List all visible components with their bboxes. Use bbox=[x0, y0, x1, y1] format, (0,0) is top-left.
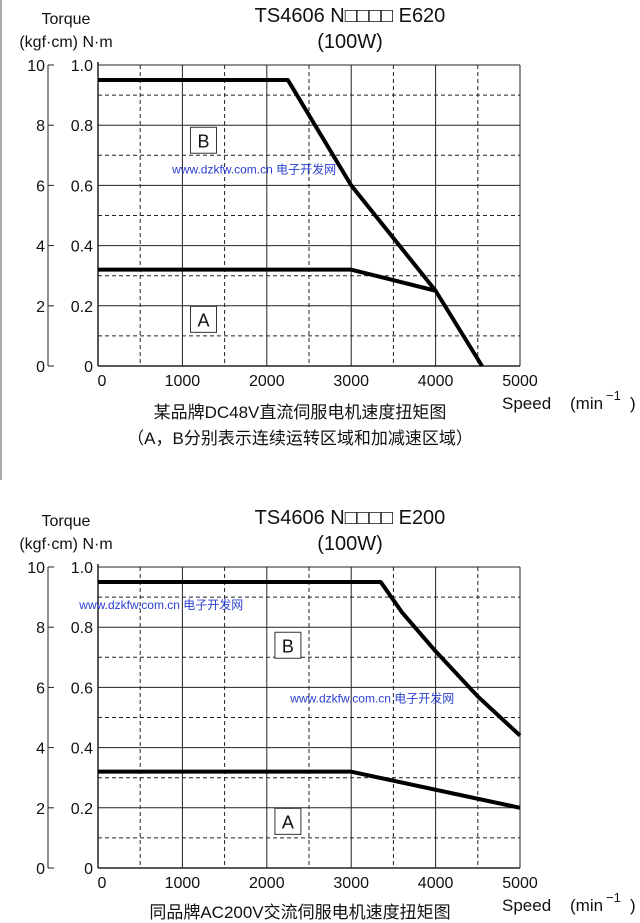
chart-title: TS4606 N□□□□ E620 bbox=[255, 5, 446, 27]
region-label-B: B bbox=[282, 636, 294, 656]
x-tick-label: 3000 bbox=[333, 875, 369, 892]
x-axis-units: (min bbox=[570, 394, 603, 413]
y-axis-label: Torque bbox=[42, 11, 91, 28]
x-tick-label: 4000 bbox=[418, 373, 454, 390]
y-tick-label: 0.6 bbox=[71, 680, 93, 697]
y2-tick-label: 0 bbox=[36, 359, 45, 376]
y2-tick-label: 6 bbox=[36, 680, 45, 697]
x-axis-units-close: ) bbox=[630, 394, 636, 413]
x-axis-label: Speed bbox=[502, 394, 551, 413]
region-label-A: A bbox=[282, 812, 294, 832]
y-tick-label: 0 bbox=[84, 359, 93, 376]
x-axis-units: (min bbox=[570, 896, 603, 915]
y2-tick-label: 2 bbox=[36, 801, 45, 818]
x-tick-label: 5000 bbox=[502, 373, 538, 390]
y2-tick-label: 4 bbox=[36, 239, 45, 256]
chart-caption: 某品牌DC48V直流伺服电机速度扭矩图 bbox=[154, 403, 447, 422]
region-label-box bbox=[274, 631, 302, 659]
x-tick-label: 2000 bbox=[249, 373, 285, 390]
series-line-B bbox=[98, 78, 484, 368]
y2-tick-label: 8 bbox=[36, 118, 45, 135]
x-tick-label: 3000 bbox=[333, 373, 369, 390]
chart-caption: （A，B分别表示连续运转区域和加减速区域） bbox=[127, 429, 473, 448]
x-tick-label: 5000 bbox=[502, 875, 538, 892]
region-label-A: A bbox=[197, 310, 209, 330]
region-label-B: B bbox=[197, 131, 209, 151]
chart-title: TS4606 N□□□□ E200 bbox=[255, 507, 446, 529]
x-axis-exponent: −1 bbox=[606, 890, 621, 905]
y2-tick-label: 6 bbox=[36, 178, 45, 195]
region-label-box bbox=[274, 807, 302, 835]
x-tick-label: 2000 bbox=[249, 875, 285, 892]
y2-tick-label: 10 bbox=[27, 560, 45, 577]
series-line-A bbox=[98, 267, 437, 293]
y-tick-label: 0.2 bbox=[71, 801, 93, 818]
x-tick-label: 1000 bbox=[165, 875, 201, 892]
y-tick-label: 0.8 bbox=[71, 118, 93, 135]
series-line-B bbox=[98, 580, 522, 738]
y-tick-label: 0.6 bbox=[71, 178, 93, 195]
x-tick-label: 4000 bbox=[418, 875, 454, 892]
region-label-box bbox=[190, 305, 217, 333]
x-axis-units-close: ) bbox=[630, 896, 636, 915]
y-tick-label: 0 bbox=[84, 861, 93, 878]
y-tick-label: 0.2 bbox=[71, 299, 93, 316]
x-axis-exponent: −1 bbox=[606, 388, 621, 403]
y2-tick-label: 0 bbox=[36, 861, 45, 878]
y2-tick-label: 2 bbox=[36, 299, 45, 316]
x-tick-label: 0 bbox=[98, 373, 107, 390]
watermark-text: www.dzkfw.com.cn 电子开发网 bbox=[171, 161, 336, 176]
y-axis-units: (kgf·cm) N·m bbox=[19, 34, 112, 51]
y-tick-label: 0.8 bbox=[71, 620, 93, 637]
x-axis-label: Speed bbox=[502, 896, 551, 915]
watermark-text: www.dzkfw.com.cn 电子开发网 bbox=[289, 690, 454, 705]
y-axis-label: Torque bbox=[42, 513, 91, 530]
x-tick-label: 1000 bbox=[165, 373, 201, 390]
y-tick-label: 0.4 bbox=[71, 741, 93, 758]
y2-tick-label: 4 bbox=[36, 741, 45, 758]
y-tick-label: 0.4 bbox=[71, 239, 93, 256]
series-line-A bbox=[98, 769, 521, 810]
chart-subtitle: (100W) bbox=[317, 533, 383, 555]
y2-tick-label: 8 bbox=[36, 620, 45, 637]
y-tick-label: 1.0 bbox=[71, 58, 93, 75]
y2-tick-label: 10 bbox=[27, 58, 45, 75]
watermark-text: www.dzkfw.com.cn 电子开发网 bbox=[78, 597, 243, 612]
x-tick-label: 0 bbox=[98, 875, 107, 892]
region-label-box bbox=[190, 126, 217, 154]
y-tick-label: 1.0 bbox=[71, 560, 93, 577]
y-axis-units: (kgf·cm) N·m bbox=[19, 536, 112, 553]
chart-subtitle: (100W) bbox=[317, 31, 383, 53]
chart-caption: 同品牌AC200V交流伺服电机速度扭矩图 bbox=[149, 903, 450, 922]
